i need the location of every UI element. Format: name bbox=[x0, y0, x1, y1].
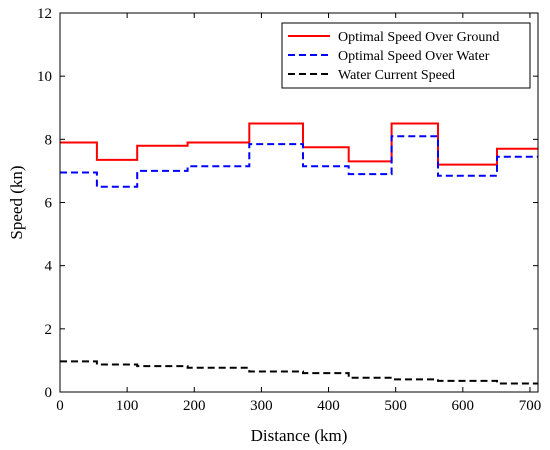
series-line-1 bbox=[60, 122, 538, 166]
x-axis-title: Distance (km) bbox=[251, 426, 348, 445]
x-tick-label: 700 bbox=[519, 398, 542, 414]
y-tick-label: 0 bbox=[45, 385, 53, 401]
legend-label-3: Water Current Speed bbox=[338, 68, 455, 83]
series-layer bbox=[60, 122, 538, 385]
y-tick-label: 8 bbox=[45, 132, 53, 148]
y-tick-label: 6 bbox=[45, 196, 53, 212]
x-tick-label: 200 bbox=[183, 398, 206, 414]
x-tick-label: 400 bbox=[317, 398, 340, 414]
x-tick-label: 600 bbox=[452, 398, 475, 414]
y-tick-label: 4 bbox=[45, 259, 53, 275]
x-tick-label: 0 bbox=[56, 398, 64, 414]
legend-label-1: Optimal Speed Over Ground bbox=[338, 30, 499, 45]
y-tick-label: 10 bbox=[37, 69, 52, 85]
y-tick-label: 12 bbox=[37, 6, 52, 22]
series-line-3 bbox=[60, 360, 538, 385]
x-tick-label: 500 bbox=[384, 398, 407, 414]
x-tick-label: 100 bbox=[116, 398, 139, 414]
legend-label-2: Optimal Speed Over Water bbox=[338, 49, 490, 64]
y-axis-title: Speed (kn) bbox=[7, 165, 26, 239]
x-tick-label: 300 bbox=[250, 398, 273, 414]
y-tick-label: 2 bbox=[45, 322, 53, 338]
series-line-2 bbox=[60, 135, 538, 188]
legend: Optimal Speed Over Ground Optimal Speed O… bbox=[281, 22, 531, 89]
ticks-layer: 0 100 200 300 400 500 600 700 0 2 4 6 8 10 12 bbox=[37, 6, 541, 414]
